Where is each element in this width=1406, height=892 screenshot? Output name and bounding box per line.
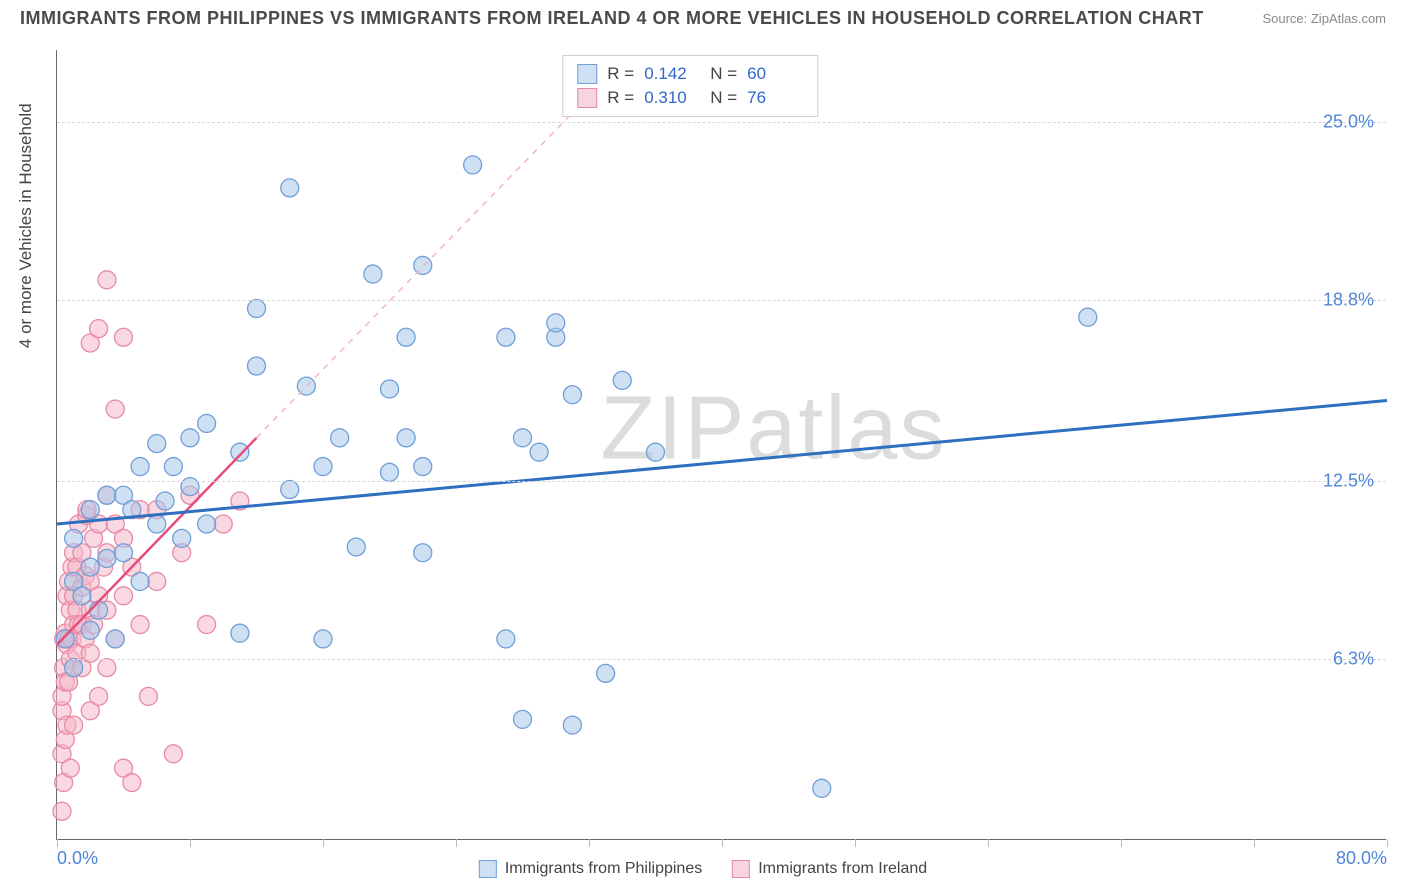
legend-label: Immigrants from Philippines: [505, 860, 702, 878]
legend-stats: R = 0.142 N = 60 R = 0.310 N = 76: [562, 55, 818, 117]
x-tick: [456, 839, 457, 847]
x-tick: [722, 839, 723, 847]
plot-area: ZIPatlas 6.3%12.5%18.8%25.0%0.0%80.0%: [56, 50, 1386, 840]
legend-item-philippines: Immigrants from Philippines: [479, 860, 702, 878]
n-label: N =: [710, 88, 737, 108]
y-axis-label: 4 or more Vehicles in Household: [16, 103, 36, 348]
x-tick-label: 0.0%: [57, 848, 98, 869]
gridline-h: [57, 659, 1386, 660]
y-tick-label: 6.3%: [1333, 649, 1374, 670]
gridline-h: [57, 300, 1386, 301]
x-tick: [589, 839, 590, 847]
chart-title: IMMIGRANTS FROM PHILIPPINES VS IMMIGRANT…: [20, 8, 1204, 29]
r-value-philippines: 0.142: [644, 64, 700, 84]
legend-item-ireland: Immigrants from Ireland: [732, 860, 927, 878]
legend-label: Immigrants from Ireland: [758, 860, 927, 878]
n-label: N =: [710, 64, 737, 84]
gridline-h: [57, 122, 1386, 123]
y-tick-label: 18.8%: [1323, 289, 1374, 310]
legend-swatch-ireland: [577, 88, 597, 108]
x-tick: [57, 839, 58, 847]
r-label: R =: [607, 88, 634, 108]
x-tick-label: 80.0%: [1336, 848, 1387, 869]
x-tick: [1254, 839, 1255, 847]
gridline-h: [57, 481, 1386, 482]
legend-swatch-icon: [732, 860, 750, 878]
x-tick: [1387, 839, 1388, 847]
legend-stats-row-1: R = 0.142 N = 60: [577, 62, 803, 86]
x-tick: [988, 839, 989, 847]
y-tick-label: 12.5%: [1323, 470, 1374, 491]
n-value-philippines: 60: [747, 64, 803, 84]
y-tick-label: 25.0%: [1323, 111, 1374, 132]
x-tick: [190, 839, 191, 847]
legend-series: Immigrants from Philippines Immigrants f…: [479, 860, 927, 878]
x-tick: [855, 839, 856, 847]
r-value-ireland: 0.310: [644, 88, 700, 108]
source-label: Source: ZipAtlas.com: [1262, 11, 1386, 26]
legend-swatch-icon: [479, 860, 497, 878]
legend-stats-row-2: R = 0.310 N = 76: [577, 86, 803, 110]
x-tick: [323, 839, 324, 847]
legend-swatch-philippines: [577, 64, 597, 84]
x-tick: [1121, 839, 1122, 847]
chart-svg: [57, 50, 1386, 839]
header: IMMIGRANTS FROM PHILIPPINES VS IMMIGRANT…: [0, 0, 1406, 33]
r-label: R =: [607, 64, 634, 84]
n-value-ireland: 76: [747, 88, 803, 108]
